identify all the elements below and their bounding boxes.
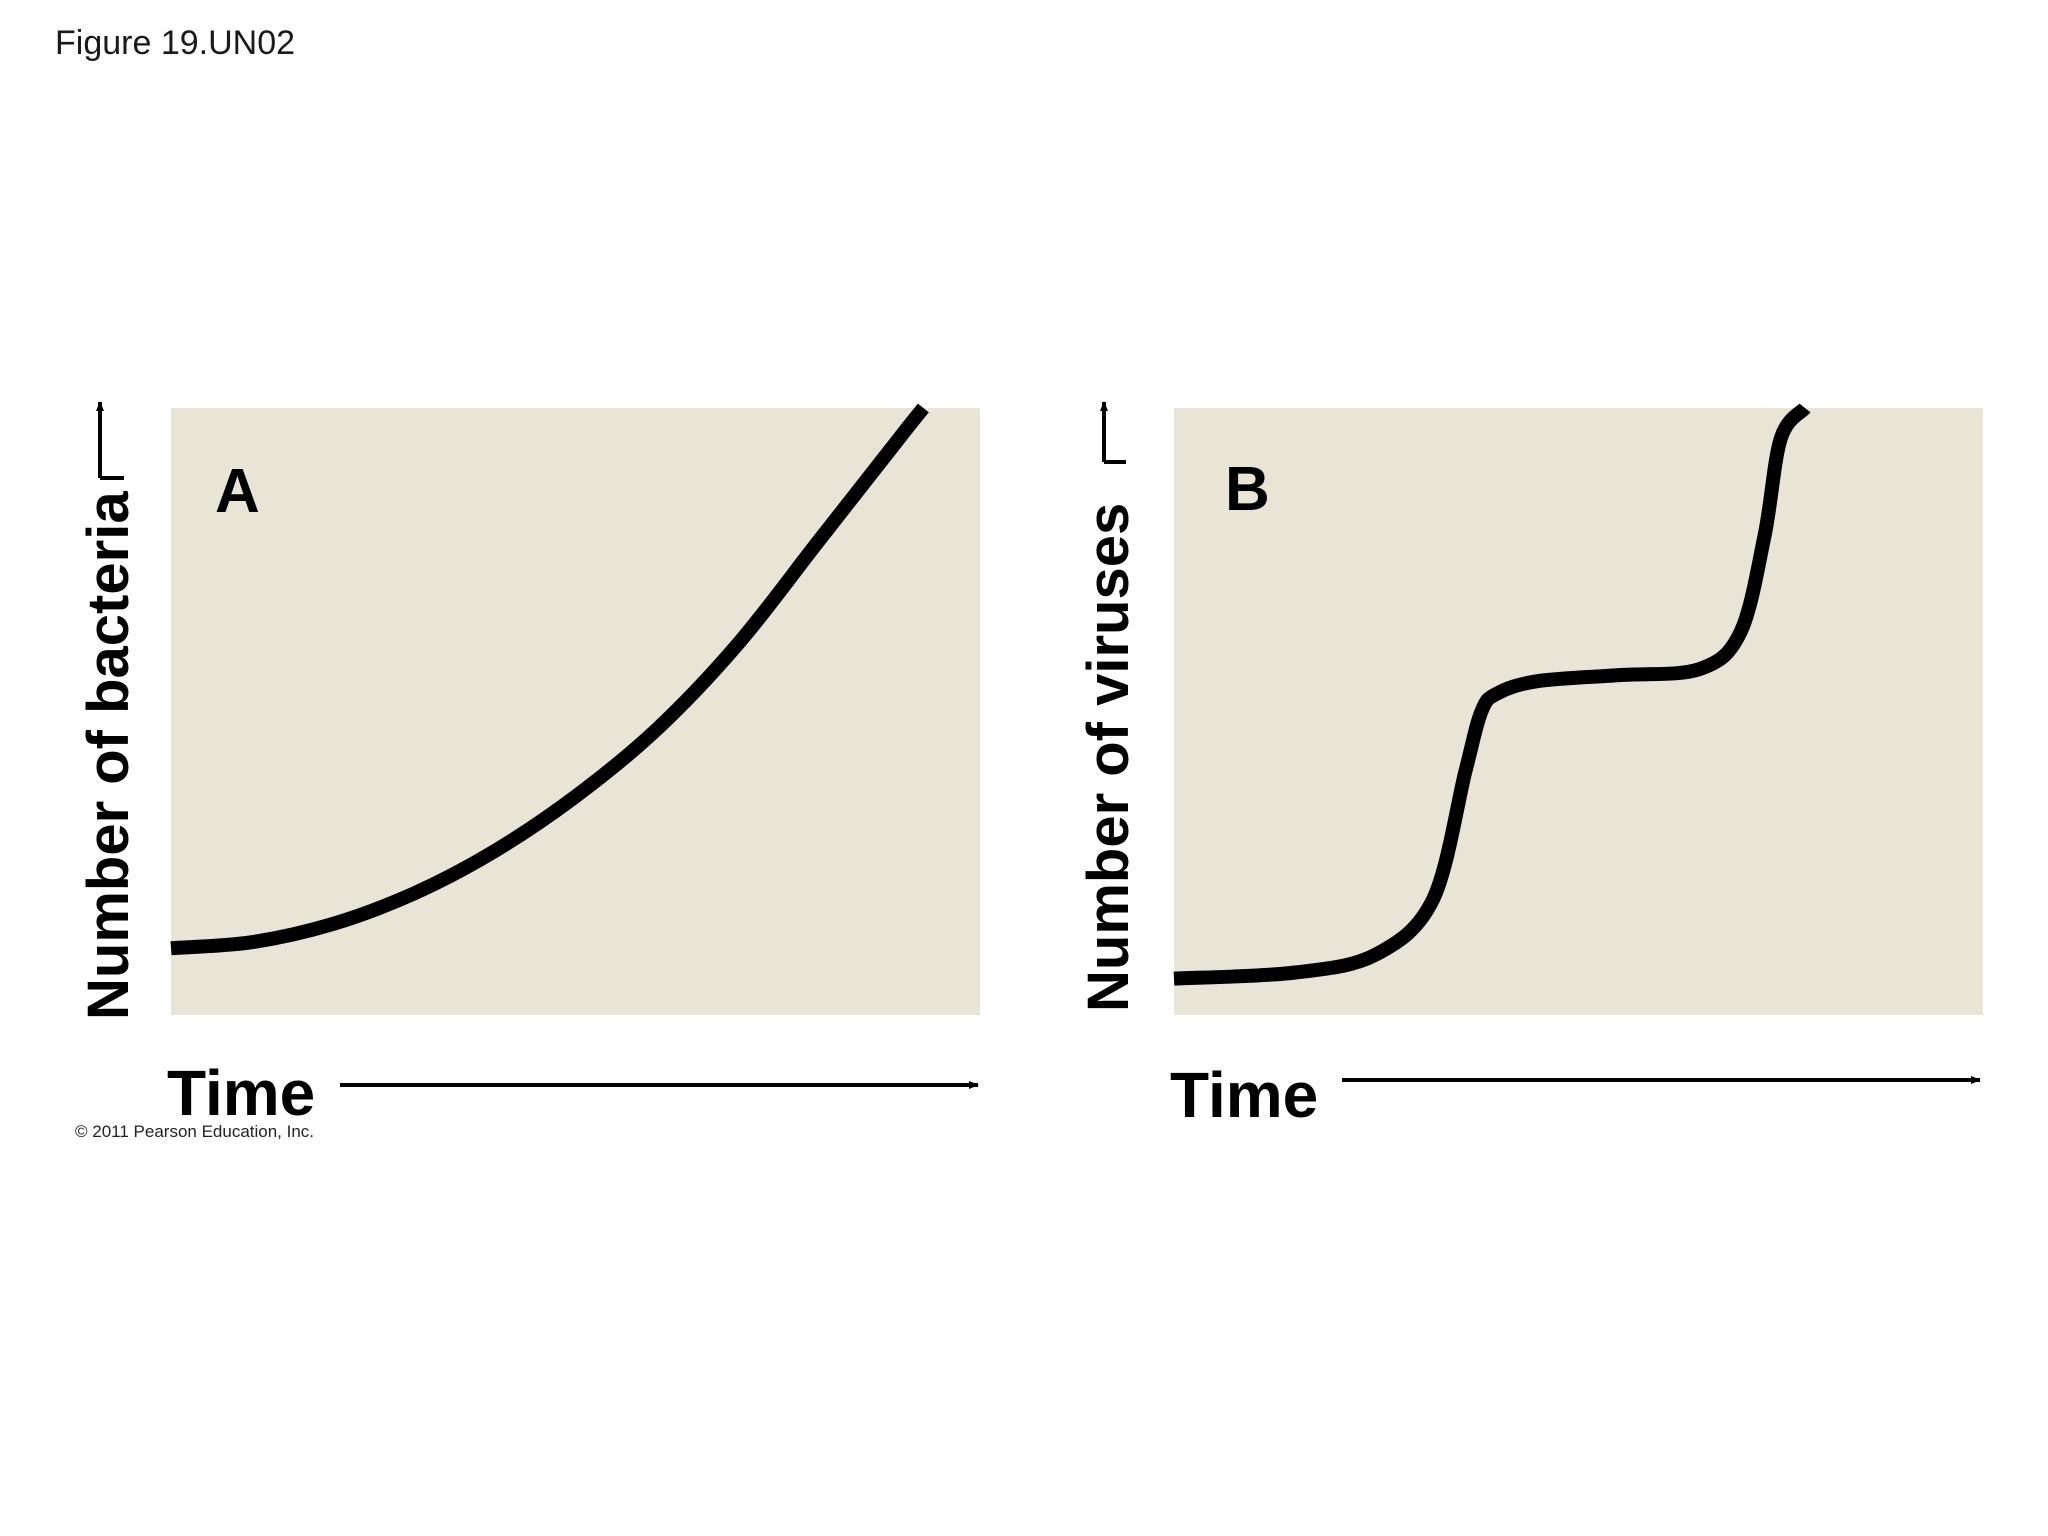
bacteria-growth-curve bbox=[170, 403, 929, 956]
panel-b-letter: B bbox=[1225, 455, 1270, 524]
panel-a-x-axis-label: Time bbox=[167, 1057, 315, 1129]
panel-b-x-axis-label: Time bbox=[1170, 1059, 1318, 1131]
panel-a-letter: A bbox=[215, 457, 260, 526]
panel-a-y-axis-label: Number of bacteria bbox=[76, 491, 141, 1020]
copyright-notice: © 2011 Pearson Education, Inc. bbox=[75, 1122, 315, 1141]
panel-a: A Number of bacteria Time bbox=[76, 401, 980, 1129]
virus-growth-curve bbox=[1173, 403, 1811, 986]
panel-b-y-axis-label: Number of viruses bbox=[1076, 503, 1141, 1012]
panel-b-background bbox=[1174, 408, 1983, 1015]
figure-title: Figure 19.UN02 bbox=[55, 24, 296, 62]
panel-b: B Number of viruses Time bbox=[1076, 401, 1983, 1131]
